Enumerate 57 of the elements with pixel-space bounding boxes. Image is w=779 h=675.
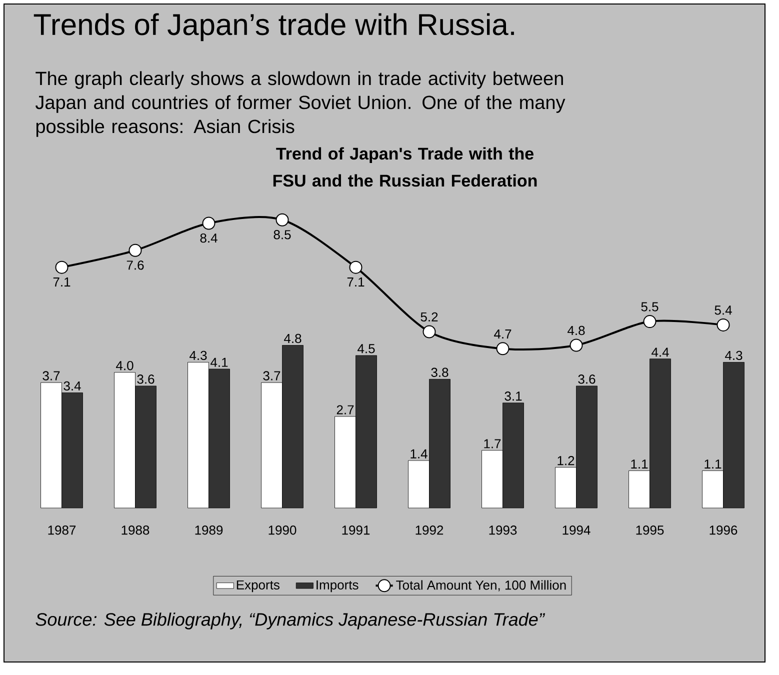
data-label: 4.5 — [358, 344, 375, 354]
data-label: 3.6 — [137, 374, 154, 384]
data-label: 7.6 — [126, 260, 144, 270]
x-tick-label: 1987 — [48, 526, 76, 535]
chart-title: Trends of Japan’s trade with Russia. — [34, 13, 514, 42]
data-label: 4.4 — [652, 348, 669, 357]
x-tick-label: 1995 — [636, 526, 664, 535]
data-label: 3.1 — [504, 392, 522, 401]
data-label: 4.1 — [210, 358, 228, 367]
x-tick-label: 1989 — [195, 526, 223, 535]
x-tick-label: 1991 — [342, 526, 370, 535]
data-label: 7.1 — [53, 278, 70, 286]
x-tick-label: 1990 — [268, 526, 296, 535]
point — [716, 318, 730, 332]
x-tick-label: 1994 — [562, 526, 590, 535]
data-label: 4.3 — [190, 350, 207, 360]
data-label: 3.8 — [431, 368, 448, 377]
point — [202, 216, 216, 230]
data-label: 7.1 — [347, 278, 364, 286]
data-label: 3.7 — [263, 371, 280, 380]
source-note: Source: See Bibliography, “Dynamics Japanese-Russian Trade” — [36, 612, 546, 630]
data-label: 1.4 — [410, 449, 428, 458]
data-label: 4.3 — [725, 350, 742, 360]
data-label: 5.5 — [641, 302, 658, 312]
data-label: 4.8 — [284, 334, 302, 344]
data-label: 1.1 — [704, 460, 722, 469]
point — [496, 342, 510, 356]
legend-label: Total Amount Yen, 100 Million — [396, 580, 566, 592]
data-label: 5.4 — [714, 306, 732, 315]
point — [128, 244, 142, 257]
data-label: 3.4 — [64, 381, 81, 391]
data-label: 4.7 — [494, 330, 512, 338]
data-label: 3.7 — [42, 371, 60, 380]
point — [422, 325, 436, 338]
x-tick-label: 1988 — [122, 526, 150, 535]
data-label: 1.1 — [631, 460, 648, 469]
x-tick-label: 1996 — [710, 526, 738, 535]
legend-label: Imports — [316, 580, 358, 592]
data-label: 1.2 — [558, 456, 574, 466]
data-label: 8.4 — [200, 233, 218, 243]
chart-subtitle: The graph clearly shows a slowdown in trade activity between Japan and countries of former Soviet Union. One of the many possible reasons: Asian Crisis — [36, 71, 566, 137]
data-label: 5.2 — [420, 312, 438, 322]
data-label: 4.0 — [116, 360, 134, 370]
x-tick-label: 1993 — [489, 526, 517, 535]
data-label: 4.8 — [568, 326, 585, 336]
text: Trend of Japan's Trade with the FSU and the Russian Federation — [273, 147, 537, 187]
data-label: 1.7 — [484, 439, 501, 448]
data-label: 2.7 — [336, 405, 354, 414]
point — [570, 338, 583, 352]
x-tick-label: 1992 — [416, 526, 444, 535]
point — [276, 213, 289, 226]
point — [349, 260, 362, 274]
legend-label: Exports — [236, 580, 280, 592]
data-label: 8.5 — [274, 230, 291, 240]
data-label: 3.6 — [578, 374, 596, 384]
point — [55, 260, 68, 274]
point — [643, 315, 656, 328]
